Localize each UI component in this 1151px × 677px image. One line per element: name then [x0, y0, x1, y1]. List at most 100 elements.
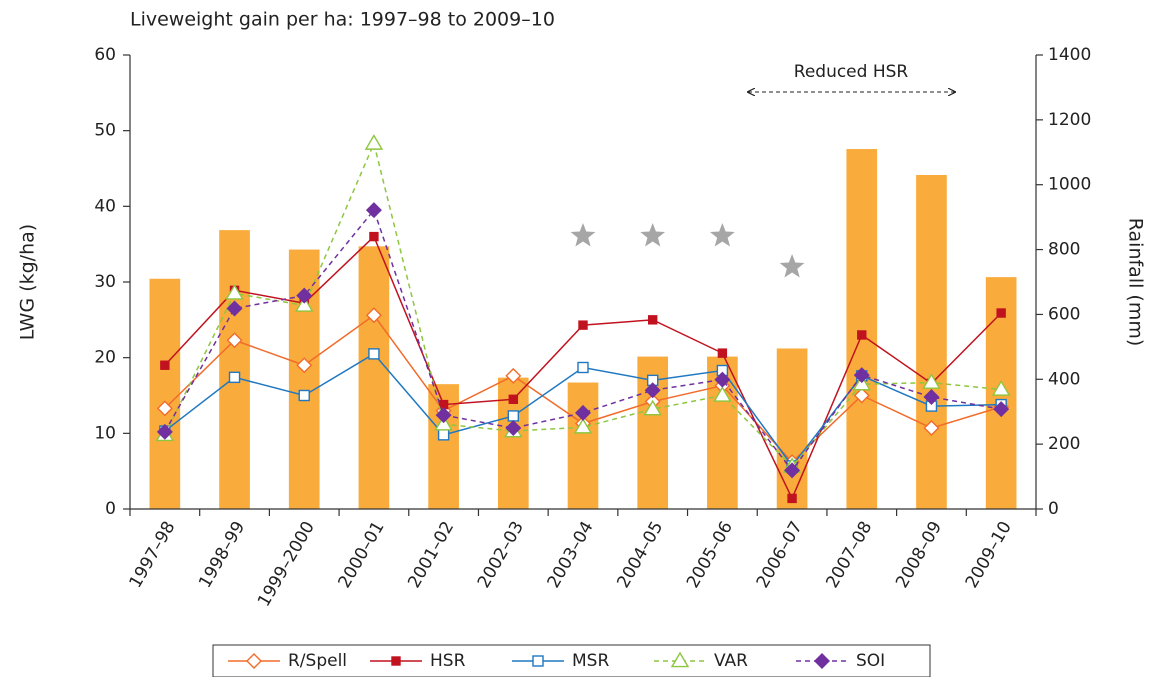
marker	[156, 400, 173, 417]
marker	[296, 357, 313, 374]
marker	[923, 389, 940, 406]
y-axis-label: LWG (kg/ha)	[17, 224, 39, 340]
x-tick-label: 2004–05	[613, 518, 667, 592]
marker	[853, 387, 870, 404]
legend-entry: SOI	[796, 651, 885, 671]
y2-tick-label: 200	[1048, 434, 1080, 454]
marker	[368, 348, 380, 360]
bar	[219, 230, 250, 509]
annotation: Reduced HSR	[794, 62, 909, 82]
marker	[369, 231, 379, 242]
marker	[647, 315, 658, 325]
marker	[923, 420, 940, 437]
legend-entry: MSR	[512, 651, 609, 671]
star	[779, 254, 805, 278]
bar	[567, 382, 599, 509]
y-tick-label: 30	[94, 272, 116, 292]
star	[640, 223, 666, 247]
marker	[991, 380, 1011, 396]
x-tick-label: 1997–98	[125, 518, 179, 592]
marker	[365, 307, 382, 324]
marker	[577, 361, 589, 374]
legend-entry: R/Spell	[228, 651, 347, 671]
star	[570, 223, 596, 247]
marker	[508, 394, 519, 404]
marker	[298, 389, 310, 402]
marker	[226, 300, 243, 317]
marker	[857, 330, 867, 340]
marker	[225, 283, 244, 300]
star	[710, 223, 735, 247]
marker	[993, 401, 1010, 418]
x-tick-label: 2001–02	[404, 518, 458, 592]
x-tick-label: 1998–99	[195, 518, 249, 592]
x-tick-label: 2008–09	[892, 518, 946, 592]
y-tick-label: 10	[94, 423, 116, 443]
marker	[853, 367, 870, 384]
marker	[365, 202, 382, 219]
y2-tick-label: 600	[1048, 304, 1080, 324]
marker	[228, 371, 241, 384]
marker	[573, 417, 593, 434]
chart-title: Liveweight gain per ha: 1997–98 to 2009–…	[130, 9, 555, 31]
marker	[391, 656, 401, 666]
marker	[996, 308, 1006, 318]
marker	[505, 420, 522, 437]
bar	[916, 174, 947, 509]
x-tick-label: 2000–01	[335, 518, 389, 592]
marker	[643, 399, 662, 416]
marker	[532, 655, 544, 667]
marker	[437, 429, 450, 441]
marker	[922, 373, 941, 389]
bar	[846, 149, 878, 510]
marker	[670, 651, 690, 668]
legend-label: R/Spell	[288, 651, 347, 671]
marker	[246, 653, 262, 669]
y2-tick-label: 400	[1048, 369, 1080, 389]
y2-tick-label: 800	[1048, 240, 1080, 260]
y-tick-label: 50	[94, 121, 116, 141]
marker	[435, 407, 452, 424]
legend-label: SOI	[856, 651, 885, 671]
legend-entry: VAR	[654, 651, 748, 671]
x-tick-label: 2009–10	[962, 518, 1016, 592]
legend-label: VAR	[714, 651, 748, 671]
legend-label: HSR	[430, 651, 466, 671]
bar	[149, 278, 181, 509]
bar	[358, 246, 390, 510]
marker	[787, 493, 797, 504]
y-tick-label: 40	[94, 196, 116, 216]
y-tick-label: 0	[105, 499, 116, 519]
marker	[295, 296, 314, 312]
y-tick-label: 20	[94, 348, 116, 368]
x-tick-label: 1999–2000	[254, 518, 319, 610]
legend-label: MSR	[572, 651, 609, 671]
marker	[364, 134, 384, 150]
marker	[575, 404, 591, 421]
marker	[296, 287, 313, 304]
y-tick-label: 60	[94, 45, 116, 65]
marker	[644, 382, 661, 399]
marker	[713, 386, 732, 402]
marker	[226, 332, 243, 349]
legend	[212, 644, 931, 677]
marker	[507, 410, 520, 422]
marker	[717, 348, 728, 358]
x-tick-label: 2002–03	[474, 518, 528, 592]
marker	[784, 462, 801, 479]
marker	[714, 371, 731, 388]
x-tick-label: 2003–04	[544, 518, 598, 592]
marker	[578, 320, 588, 330]
marker	[156, 423, 173, 440]
y2-tick-label: 1000	[1048, 175, 1091, 195]
marker	[505, 367, 522, 384]
y2-tick-label: 1400	[1048, 45, 1091, 65]
x-tick-label: 2006–07	[753, 518, 807, 592]
legend-entry: HSR	[370, 651, 466, 671]
bar	[776, 348, 808, 509]
marker	[814, 653, 830, 669]
y2-axis-label: Rainfall (mm)	[1125, 218, 1147, 347]
x-tick-label: 2007–08	[822, 518, 876, 592]
marker	[160, 360, 170, 370]
